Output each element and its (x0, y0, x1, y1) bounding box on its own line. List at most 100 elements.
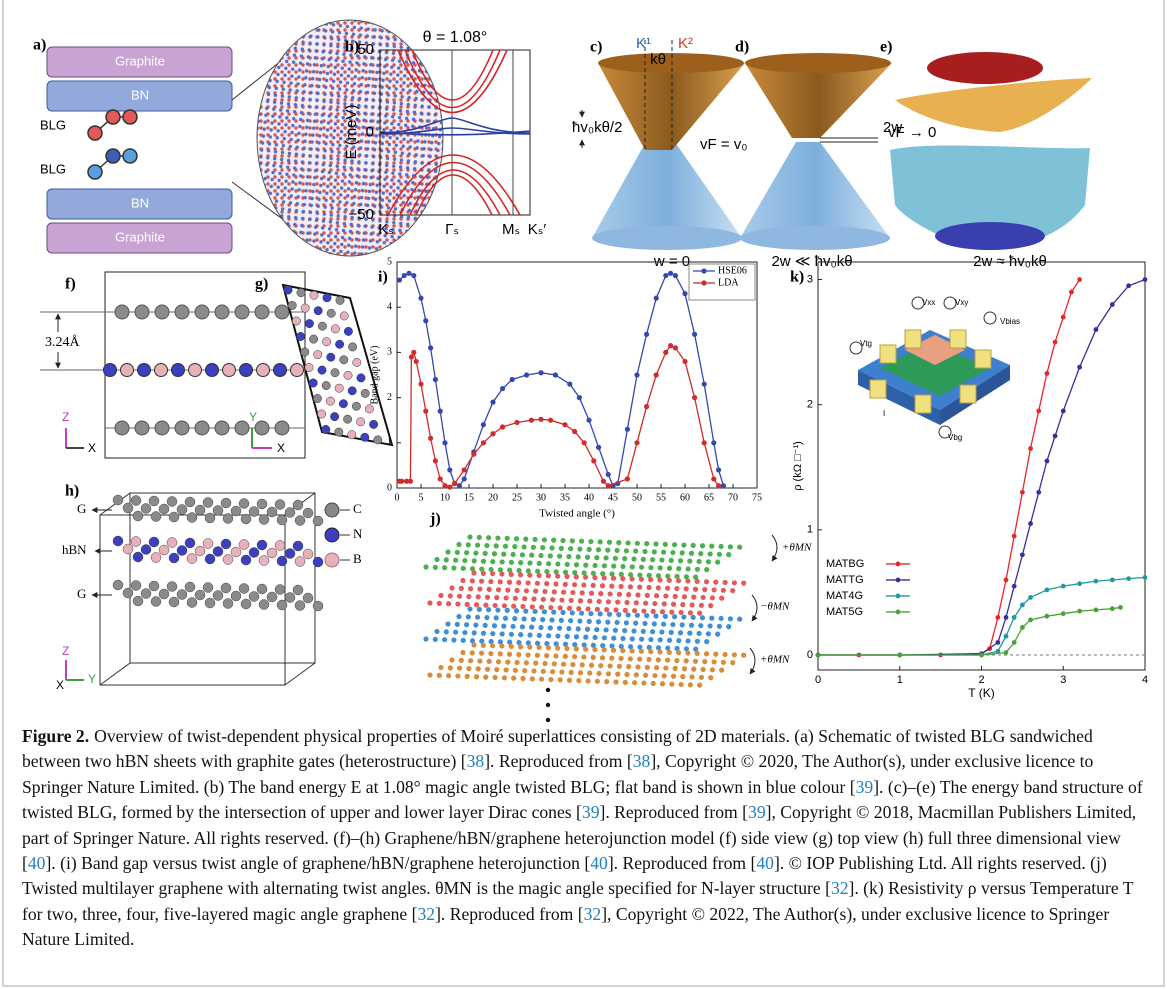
atom (624, 672, 629, 677)
atom (583, 635, 588, 640)
atom (335, 340, 343, 348)
atom (155, 305, 169, 319)
data-point (634, 440, 639, 445)
atom (185, 497, 195, 507)
atom (732, 652, 737, 657)
atom (239, 540, 249, 550)
atom (213, 591, 223, 601)
atom (588, 611, 593, 616)
atom (709, 616, 714, 621)
atom (427, 672, 432, 677)
atom (479, 651, 484, 656)
data-point (897, 653, 902, 658)
atom (721, 588, 726, 593)
atom (559, 618, 564, 623)
atom (685, 650, 690, 655)
atom (580, 590, 585, 595)
atom (239, 499, 249, 509)
panel-k: k) VxxVxyVbiasVtgIVbg (790, 269, 1020, 442)
atom (470, 650, 475, 655)
atom (583, 575, 588, 580)
atom (540, 617, 545, 622)
atom (581, 654, 586, 659)
atom (691, 543, 696, 548)
atom (586, 678, 591, 683)
atom (502, 675, 507, 680)
atom (615, 620, 620, 625)
panel-d: d) 2w 2w ≪ ħv₀kθ (735, 39, 902, 270)
data-point (514, 420, 519, 425)
data-point (711, 476, 716, 481)
atom (455, 550, 460, 555)
atom (558, 605, 563, 610)
atom (451, 565, 456, 570)
atom (741, 581, 746, 586)
atom (434, 557, 439, 562)
data-point (1028, 446, 1033, 451)
data-point (1036, 409, 1041, 414)
atom (730, 660, 735, 665)
atom (526, 652, 531, 657)
atom (135, 305, 149, 319)
layer-label: BN (131, 195, 149, 210)
atom (522, 668, 527, 673)
atom (587, 671, 592, 676)
atom (654, 665, 659, 670)
atom (490, 643, 495, 648)
atom (322, 381, 330, 389)
atom (444, 557, 449, 562)
x-tick-label: 3 (1060, 674, 1066, 686)
atom (661, 550, 666, 555)
data-point (625, 476, 630, 481)
atom (257, 499, 267, 509)
x-tick-label: 2 (978, 674, 984, 686)
data-point (1012, 640, 1017, 645)
atom (223, 514, 233, 524)
atom (185, 538, 195, 548)
atom (476, 594, 481, 599)
atom (175, 421, 189, 435)
atom (223, 599, 233, 609)
atom (563, 654, 568, 659)
atom (602, 575, 607, 580)
atom (732, 580, 737, 585)
atom (470, 578, 475, 583)
atom (496, 587, 501, 592)
atom (457, 666, 462, 671)
atom (206, 364, 219, 377)
atom (595, 607, 600, 612)
atom (574, 574, 579, 579)
axis-label: Y (249, 410, 257, 424)
atom (548, 625, 553, 630)
atom (295, 557, 305, 567)
atom (455, 622, 460, 627)
atom (318, 366, 326, 374)
y-axis-label: ρ (kΩ □⁻¹) (792, 441, 804, 491)
atom (704, 567, 709, 572)
atom (494, 543, 499, 548)
atom (597, 671, 602, 676)
atom (606, 671, 611, 676)
atom (546, 561, 551, 566)
atom (669, 558, 674, 563)
atom (221, 583, 231, 593)
atom (488, 651, 493, 656)
atom (267, 592, 277, 602)
legend-label: MATTG (826, 574, 864, 586)
atom (598, 539, 603, 544)
inset-label: Vxy (955, 298, 968, 307)
atom (728, 544, 733, 549)
atom (511, 604, 516, 609)
atom (459, 658, 464, 663)
atom (706, 559, 711, 564)
atom (486, 535, 491, 540)
atom (671, 674, 676, 679)
data-point (1061, 409, 1066, 414)
atom (620, 648, 625, 653)
atom (257, 540, 267, 550)
atom (445, 549, 450, 554)
atom (550, 597, 555, 602)
atom (594, 555, 599, 560)
atom (644, 541, 649, 546)
atom (515, 588, 520, 593)
